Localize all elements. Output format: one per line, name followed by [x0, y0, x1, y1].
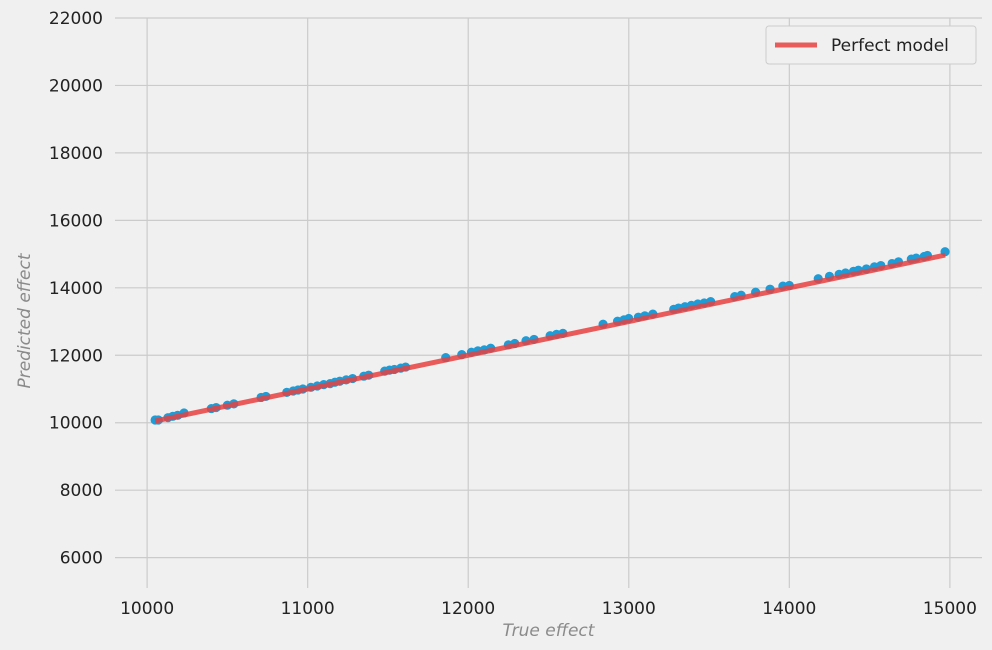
plot-area [115, 18, 982, 588]
y-tick-label: 6000 [60, 549, 103, 569]
x-tick-label: 15000 [923, 599, 977, 619]
y-tick-label: 16000 [49, 211, 103, 231]
y-tick-label: 8000 [60, 481, 103, 501]
x-tick-label: 10000 [120, 599, 174, 619]
y-tick-label: 14000 [49, 279, 103, 299]
legend-label-perfect-model: Perfect model [831, 36, 949, 56]
y-axis-label: Predicted effect [15, 252, 35, 388]
x-tick-label: 13000 [602, 599, 656, 619]
legend: Perfect model [766, 26, 976, 64]
x-tick-label: 12000 [441, 599, 495, 619]
y-tick-label: 22000 [49, 9, 103, 29]
y-tick-label: 20000 [49, 76, 103, 96]
y-tick-label: 18000 [49, 144, 103, 164]
x-axis-label: True effect [503, 621, 596, 641]
x-tick-label: 14000 [762, 599, 816, 619]
y-tick-label: 12000 [49, 346, 103, 366]
y-tick-label: 10000 [49, 414, 103, 434]
x-tick-label: 11000 [281, 599, 335, 619]
